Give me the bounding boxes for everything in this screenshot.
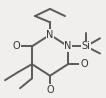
- Text: N: N: [64, 41, 72, 51]
- Text: Si: Si: [82, 41, 90, 51]
- Text: O: O: [12, 41, 20, 51]
- Text: O: O: [80, 59, 88, 69]
- Text: N: N: [46, 30, 54, 40]
- Text: O: O: [46, 85, 54, 95]
